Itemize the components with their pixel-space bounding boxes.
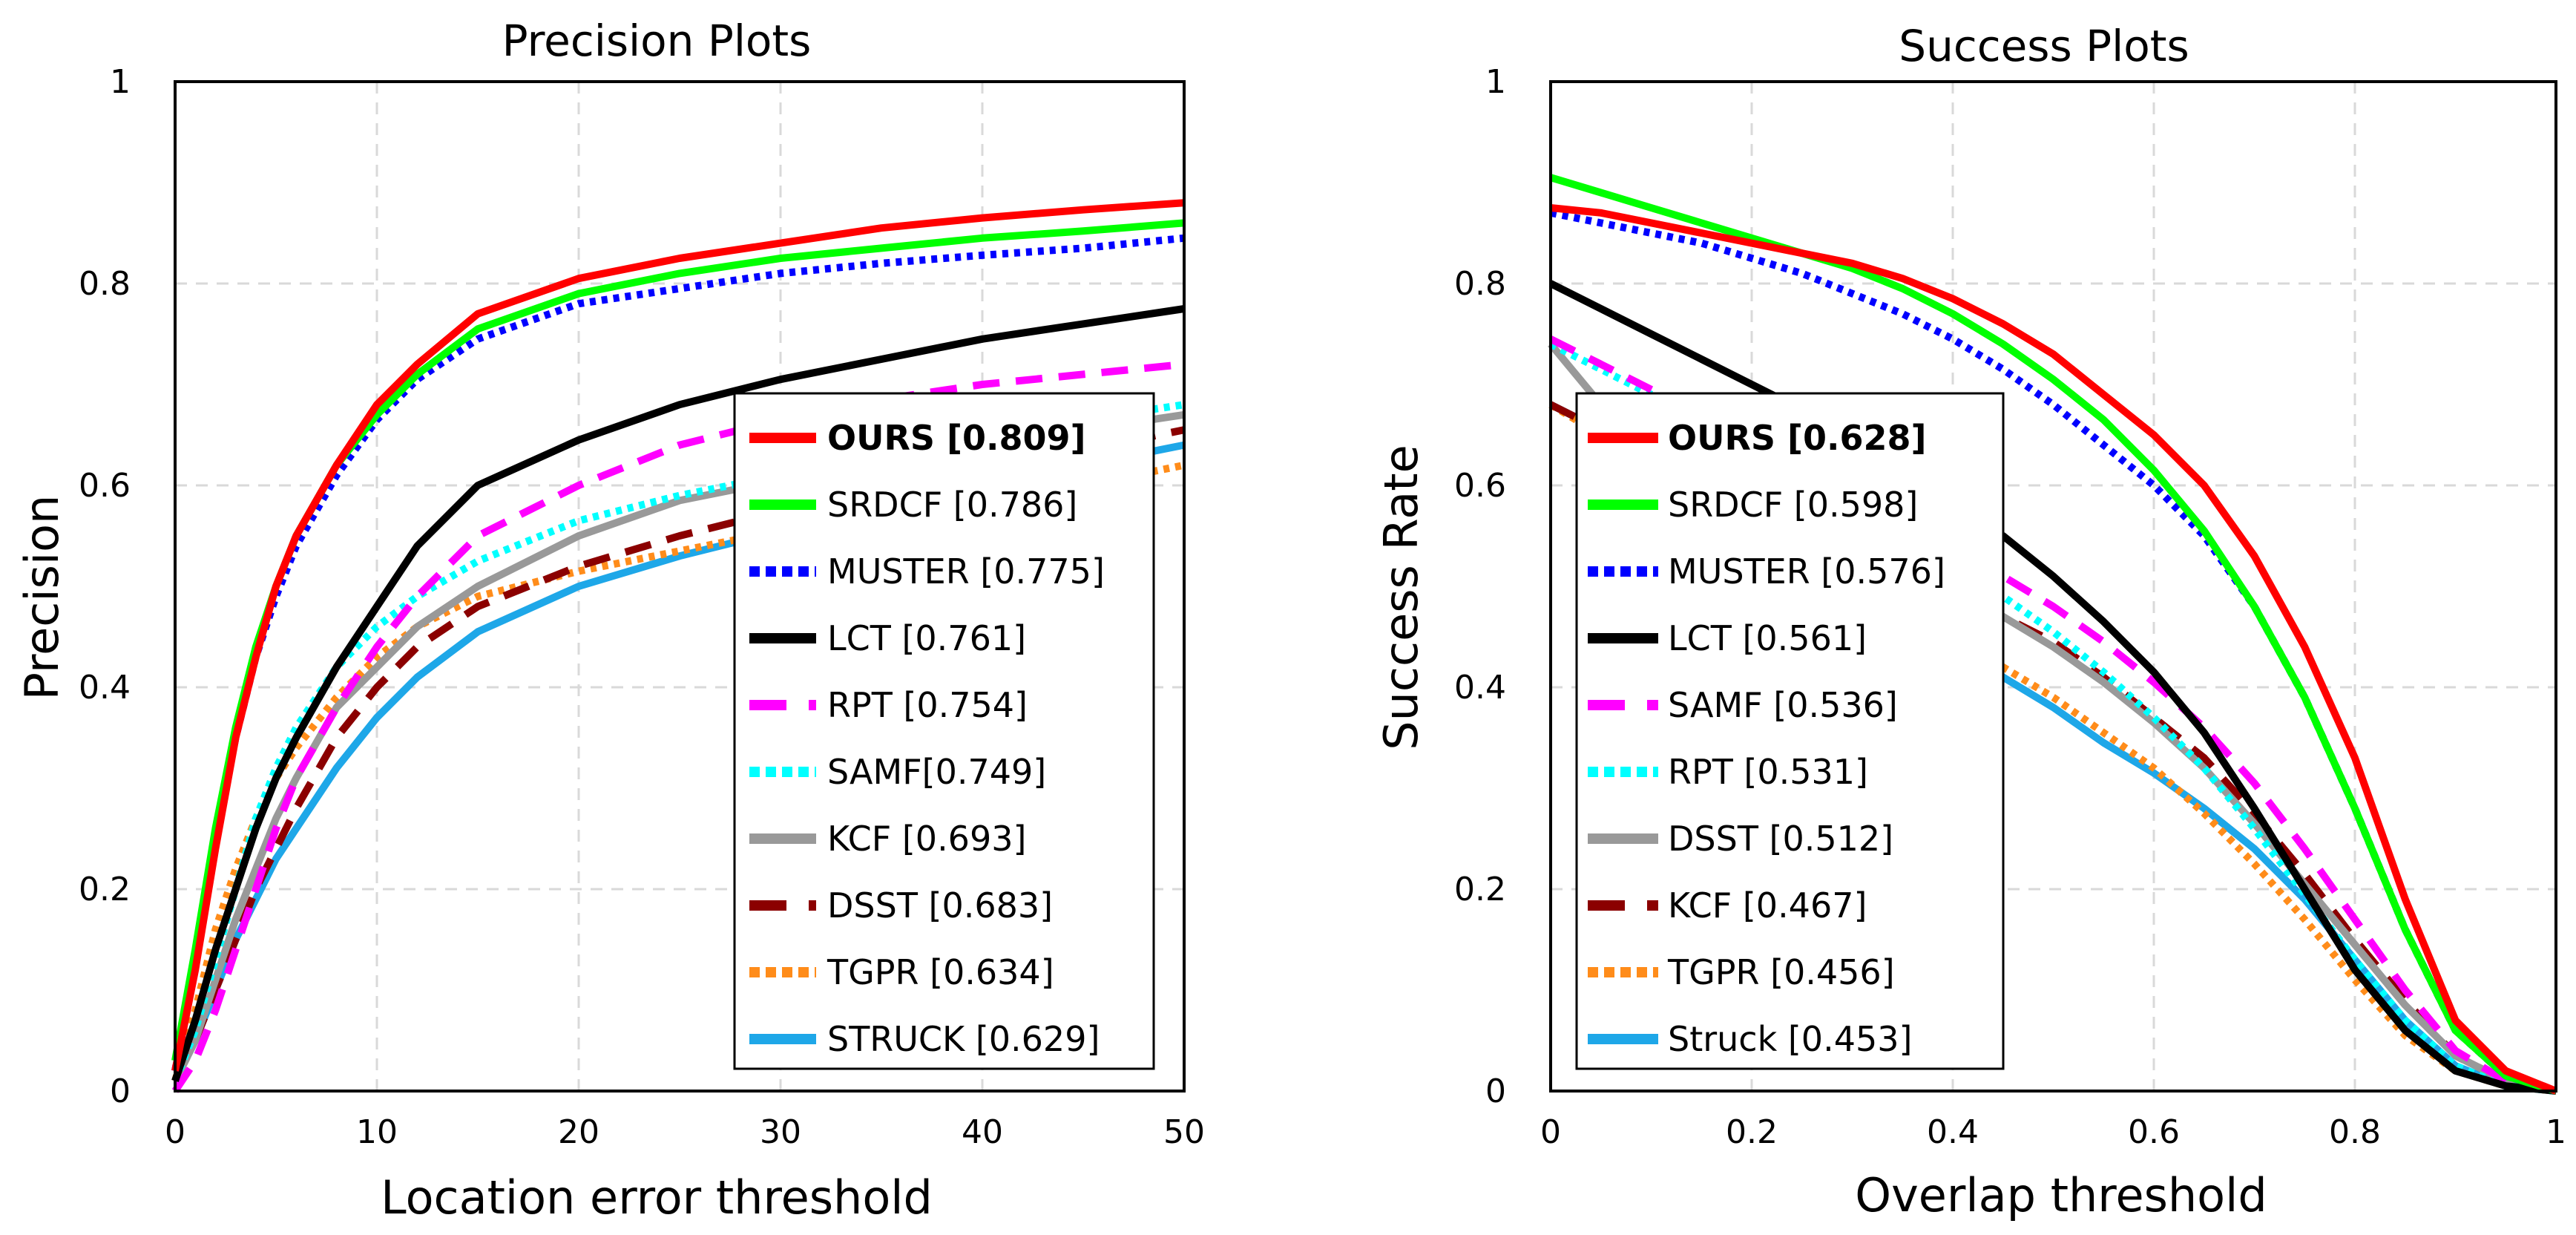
- legend-label-lct: LCT [0.761]: [827, 618, 1026, 658]
- legend-label-struck: STRUCK [0.629]: [827, 1019, 1100, 1059]
- legend-label-tgpr: TGPR [0.634]: [827, 952, 1054, 992]
- y-tick-label: 0.6: [79, 467, 131, 505]
- series-line-lct: [1548, 280, 2557, 1095]
- y-tick-label: 0.8: [1454, 265, 1506, 303]
- y-tick-label: 0.4: [1454, 669, 1506, 707]
- x-tick-label: 0.2: [1726, 1113, 1778, 1151]
- y-tick-label: 0.6: [1454, 467, 1506, 505]
- x-tick-label: 30: [760, 1113, 801, 1151]
- x-tick-label: 0.4: [1927, 1113, 1979, 1151]
- series-line-ours: [1550, 204, 2557, 1095]
- plot-frame: [1549, 80, 2557, 1092]
- precision-chart: Precision Plots Location error threshold…: [15, 16, 1205, 1225]
- y-tick-label: 0.8: [79, 265, 131, 303]
- legend-label-muster: MUSTER [0.576]: [1668, 551, 1945, 592]
- series-line-lct: [171, 305, 1185, 1082]
- y-tick-label: 1: [110, 63, 131, 101]
- legend-label-rpt: RPT [0.754]: [827, 685, 1028, 725]
- x-tick-label: 20: [558, 1113, 599, 1151]
- x-axis-label: Location error threshold: [381, 1170, 933, 1225]
- legend-label-kcf: KCF [0.693]: [827, 819, 1026, 859]
- x-tick-label: 50: [1163, 1113, 1205, 1151]
- x-tick-label: 0: [165, 1113, 185, 1151]
- legend-label-tgpr: TGPR [0.456]: [1667, 952, 1895, 992]
- x-tick-label: 0.6: [2128, 1113, 2180, 1151]
- y-tick-label: 1: [1485, 63, 1506, 101]
- x-tick-label: 1: [2546, 1113, 2566, 1151]
- series-line-srdcf: [1549, 174, 2557, 1095]
- x-tick-label: 10: [356, 1113, 398, 1151]
- legend-label-samf: SAMF[0.749]: [827, 752, 1046, 792]
- legend-label-dsst: DSST [0.683]: [827, 885, 1053, 926]
- y-axis-label: Precision: [15, 495, 69, 701]
- legend-label-muster: MUSTER [0.775]: [827, 551, 1105, 592]
- legend-label-kcf: KCF [0.467]: [1668, 885, 1867, 926]
- y-axis-label: Success Rate: [1374, 445, 1428, 750]
- chart-title: Success Plots: [1899, 21, 2189, 71]
- legend-label-lct: LCT [0.561]: [1668, 618, 1867, 658]
- legend-label-srdcf: SRDCF [0.598]: [1668, 485, 1918, 525]
- x-tick-label: 0.8: [2329, 1113, 2381, 1151]
- plot-frame: [174, 80, 1186, 1092]
- legend-label-rpt: RPT [0.531]: [1668, 752, 1868, 792]
- legend-label-srdcf: SRDCF [0.786]: [827, 485, 1077, 525]
- series-line-ours: [171, 199, 1185, 1072]
- y-tick-label: 0: [110, 1072, 131, 1110]
- chart-title: Precision Plots: [502, 16, 812, 66]
- legend-label-dsst: DSST [0.512]: [1668, 819, 1893, 859]
- legend-label-ours: OURS [0.809]: [827, 418, 1086, 458]
- y-tick-label: 0.2: [79, 871, 131, 908]
- success-chart: Success Plots Overlap threshold Success …: [1374, 21, 2566, 1222]
- x-axis-label: Overlap threshold: [1855, 1168, 2267, 1222]
- legend: OURS [0.628] SRDCF [0.598] MUSTER [0.576] L…: [1575, 392, 2005, 1070]
- legend-label-samf: SAMF [0.536]: [1668, 685, 1898, 725]
- legend: OURS [0.809] SRDCF [0.786] MUSTER [0.775] L…: [733, 392, 1155, 1070]
- legend-label-ours: OURS [0.628]: [1668, 418, 1927, 458]
- y-tick-label: 0.4: [79, 669, 131, 707]
- x-tick-label: 40: [962, 1113, 1003, 1151]
- x-tick-label: 0: [1540, 1113, 1561, 1151]
- legend-label-struck: Struck [0.453]: [1668, 1019, 1912, 1059]
- y-tick-label: 0: [1485, 1072, 1506, 1110]
- y-tick-label: 0.2: [1454, 871, 1506, 908]
